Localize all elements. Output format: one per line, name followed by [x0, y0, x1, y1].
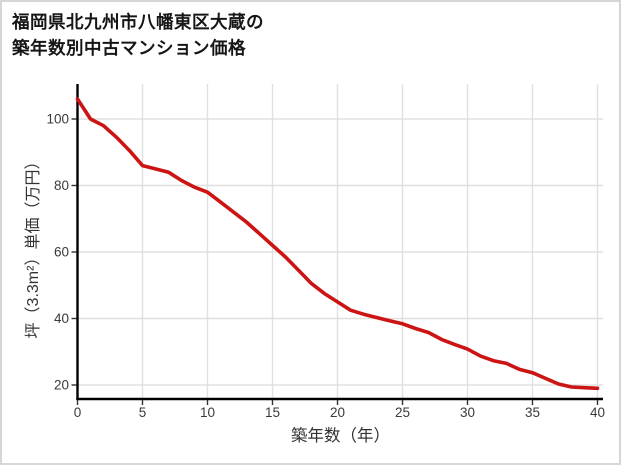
chart-title-line-1: 福岡県北九州市八幡東区大蔵の — [12, 12, 264, 32]
x-axis-label: 築年数（年） — [291, 427, 390, 445]
x-tick-label-0: 0 — [74, 405, 82, 420]
chart-title-line-2: 築年数別中古マンション価格 — [12, 38, 246, 58]
x-tick-label-40: 40 — [590, 405, 605, 420]
y-tick-label-40: 40 — [54, 311, 69, 326]
x-tick-label-25: 25 — [395, 405, 410, 420]
x-tick-label-35: 35 — [525, 405, 540, 420]
y-axis-label: 坪（3.3m²）単価（万円） — [25, 153, 42, 339]
y-tick-label-100: 100 — [46, 112, 69, 127]
x-tick-label-30: 30 — [460, 405, 475, 420]
y-tick-label-60: 60 — [54, 245, 69, 260]
y-tick-label-20: 20 — [54, 378, 69, 393]
y-tick-label-80: 80 — [54, 178, 69, 193]
x-tick-label-10: 10 — [200, 405, 215, 420]
x-tick-label-15: 15 — [265, 405, 280, 420]
price-line — [75, 97, 600, 391]
chart-title: 福岡県北九州市八幡東区大蔵の 築年数別中古マンション価格 — [12, 9, 264, 61]
x-tick-label-5: 5 — [139, 405, 147, 420]
x-tick-label-20: 20 — [330, 405, 345, 420]
